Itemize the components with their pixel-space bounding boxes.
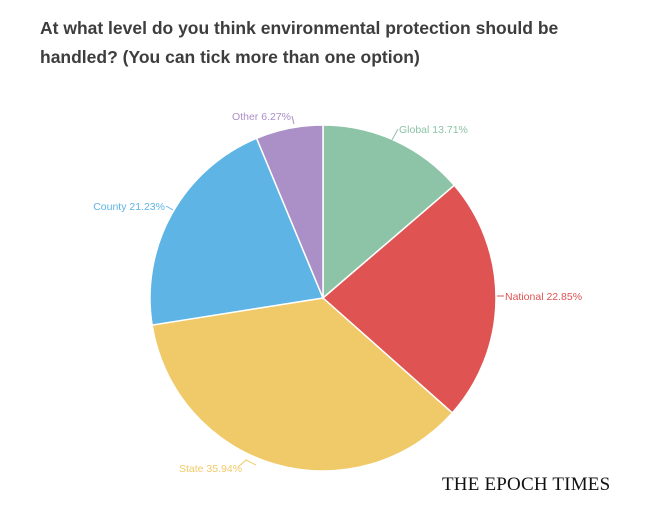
slice-national: [321, 184, 497, 414]
epoch-times-logo: THE EPOCH TIMES: [442, 474, 611, 495]
chart-title: At what level do you think environmental…: [40, 18, 559, 67]
label-connectors: [165, 115, 504, 468]
slice-state: [151, 297, 454, 472]
label-other: Other 6.27%: [232, 111, 291, 123]
connector-global: [388, 128, 399, 144]
slice-other: [255, 124, 324, 299]
pie-slices: [149, 124, 497, 472]
slice-county: [149, 137, 325, 326]
slice-labels: Global 13.71% National 22.85% State 35.94%…: [93, 111, 582, 475]
connector-county: [165, 205, 174, 211]
slice-global: [322, 124, 456, 300]
label-state: State 35.94%: [179, 463, 242, 475]
label-global: Global 13.71%: [399, 124, 468, 136]
label-national: National 22.85%: [505, 291, 582, 303]
label-county: County 21.23%: [93, 201, 165, 213]
connector-other: [291, 115, 295, 125]
connector-state: [237, 459, 257, 468]
